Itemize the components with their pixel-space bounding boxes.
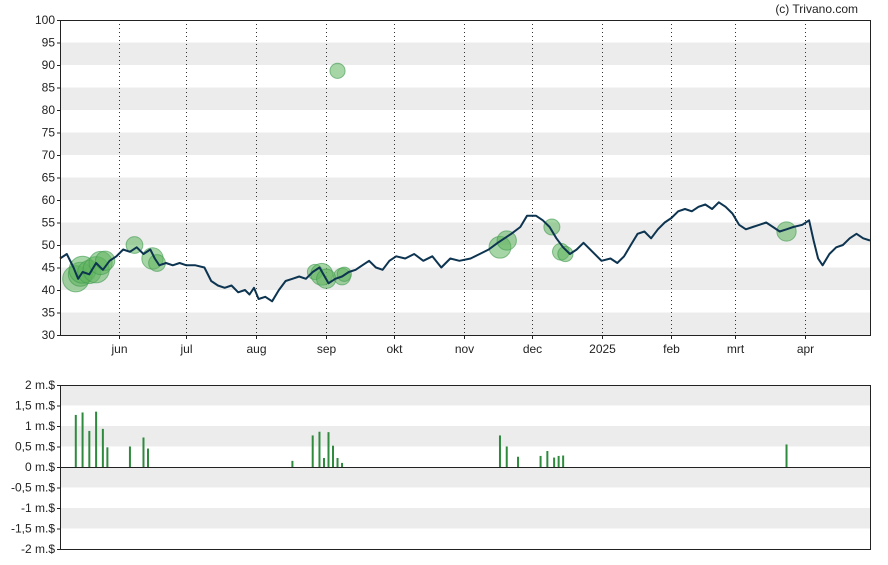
price-tick-label: 45 (42, 261, 56, 275)
volume-bar (95, 411, 98, 467)
volume-tick-label: 0 m.$ (25, 460, 55, 474)
price-band (60, 312, 870, 335)
volume-tick-label: 0,5 m.$ (15, 440, 55, 454)
volume-bar (336, 457, 339, 467)
price-tick-label: 85 (42, 81, 56, 95)
volume-grid-bands (60, 385, 870, 529)
volume-bar (81, 412, 84, 467)
month-tick-label: okt (386, 342, 403, 356)
volume-bar (106, 447, 109, 467)
month-tick-label: sep (317, 342, 337, 356)
volume-bar (142, 437, 145, 467)
volume-tick-label: 2 m.$ (25, 378, 55, 392)
volume-bar (562, 455, 565, 467)
volume-bar (88, 430, 91, 467)
volume-tick-label: -0,5 m.$ (11, 481, 55, 495)
price-plot-frame (60, 20, 871, 336)
price-tick-label: 90 (42, 58, 56, 72)
volume-bar (553, 457, 556, 467)
volume-bar (505, 446, 508, 467)
volume-bar (327, 432, 330, 467)
volume-tick-label: -1,5 m.$ (11, 522, 55, 536)
volume-bubble (496, 230, 517, 251)
month-tick-label: apr (797, 342, 814, 356)
price-panel: 30 35 40 45 50 55 60 65 70 75 80 85 90 95 100 jun jul au… (35, 2, 871, 356)
volume-panel: -2 m.$ -1,5 m.$ -1 m.$ -0,5 m.$ 0 m.$ 0,5 m.$… (11, 378, 871, 556)
volume-bar (291, 460, 294, 467)
price-band (60, 132, 870, 155)
price-line (59, 201, 871, 303)
credit-label: (c) Trivano.com (775, 2, 858, 16)
volume-bar (546, 451, 549, 467)
price-tick-label: 40 (42, 283, 56, 297)
volume-band (60, 426, 870, 447)
volume-bar (498, 435, 501, 467)
month-tick-label: aug (246, 342, 266, 356)
volume-band (60, 385, 870, 406)
volume-bar (101, 428, 104, 467)
price-band (60, 222, 870, 245)
month-tick-label: jul (179, 342, 192, 356)
price-tick-label: 50 (42, 238, 56, 252)
volume-bar (311, 435, 314, 467)
month-tick-label: jun (110, 342, 127, 356)
volume-bubble (557, 245, 574, 263)
volume-bars (74, 411, 788, 467)
price-tick-label: 70 (42, 148, 56, 162)
month-tick-label: mrt (727, 342, 745, 356)
price-tick-label: 60 (42, 193, 56, 207)
volume-bar (785, 444, 788, 467)
volume-bar (318, 431, 321, 467)
volume-bar (517, 456, 520, 467)
volume-bar (332, 445, 335, 467)
volume-tick-label: -1 m.$ (21, 501, 55, 515)
volume-tick-label: 1 m.$ (25, 419, 55, 433)
month-tick-label: dec (523, 342, 542, 356)
volume-y-axis: -2 m.$ -1,5 m.$ -1 m.$ -0,5 m.$ 0 m.$ 0,5 m.$… (11, 378, 870, 556)
volume-bar (341, 462, 344, 467)
volume-band (60, 508, 870, 529)
volume-bar (128, 446, 131, 467)
month-gridlines (119, 20, 806, 335)
volume-bubble (543, 218, 561, 236)
month-x-axis: jun jul aug sep okt nov dec 2025 feb mrt apr (110, 335, 814, 356)
price-y-axis: 30 35 40 45 50 55 60 65 70 75 80 85 90 95 100 (35, 13, 60, 342)
price-tick-label: 55 (42, 216, 56, 230)
price-tick-label: 100 (35, 13, 55, 27)
price-band (60, 42, 870, 65)
month-tick-label: 2025 (589, 342, 616, 356)
price-band (60, 87, 870, 110)
price-tick-label: 35 (42, 306, 56, 320)
month-tick-label: feb (663, 342, 680, 356)
volume-plot-frame (60, 385, 871, 550)
price-tick-label: 80 (42, 103, 56, 117)
volume-tick-label: 1,5 m.$ (15, 399, 55, 413)
price-tick-label: 65 (42, 171, 56, 185)
volume-tick-label: -2 m.$ (21, 542, 55, 556)
price-tick-label: 75 (42, 126, 56, 140)
price-tick-label: 95 (42, 36, 56, 50)
volume-bar (146, 448, 149, 467)
volume-bar (539, 455, 542, 467)
volume-band (60, 467, 870, 488)
volume-bubble (329, 62, 346, 79)
volume-bar (322, 457, 325, 467)
volume-bar (557, 455, 560, 467)
price-tick-label: 30 (42, 328, 56, 342)
volume-bubble (94, 250, 116, 271)
volume-bar (74, 414, 77, 467)
month-tick-label: nov (455, 342, 474, 356)
price-band (60, 267, 870, 290)
